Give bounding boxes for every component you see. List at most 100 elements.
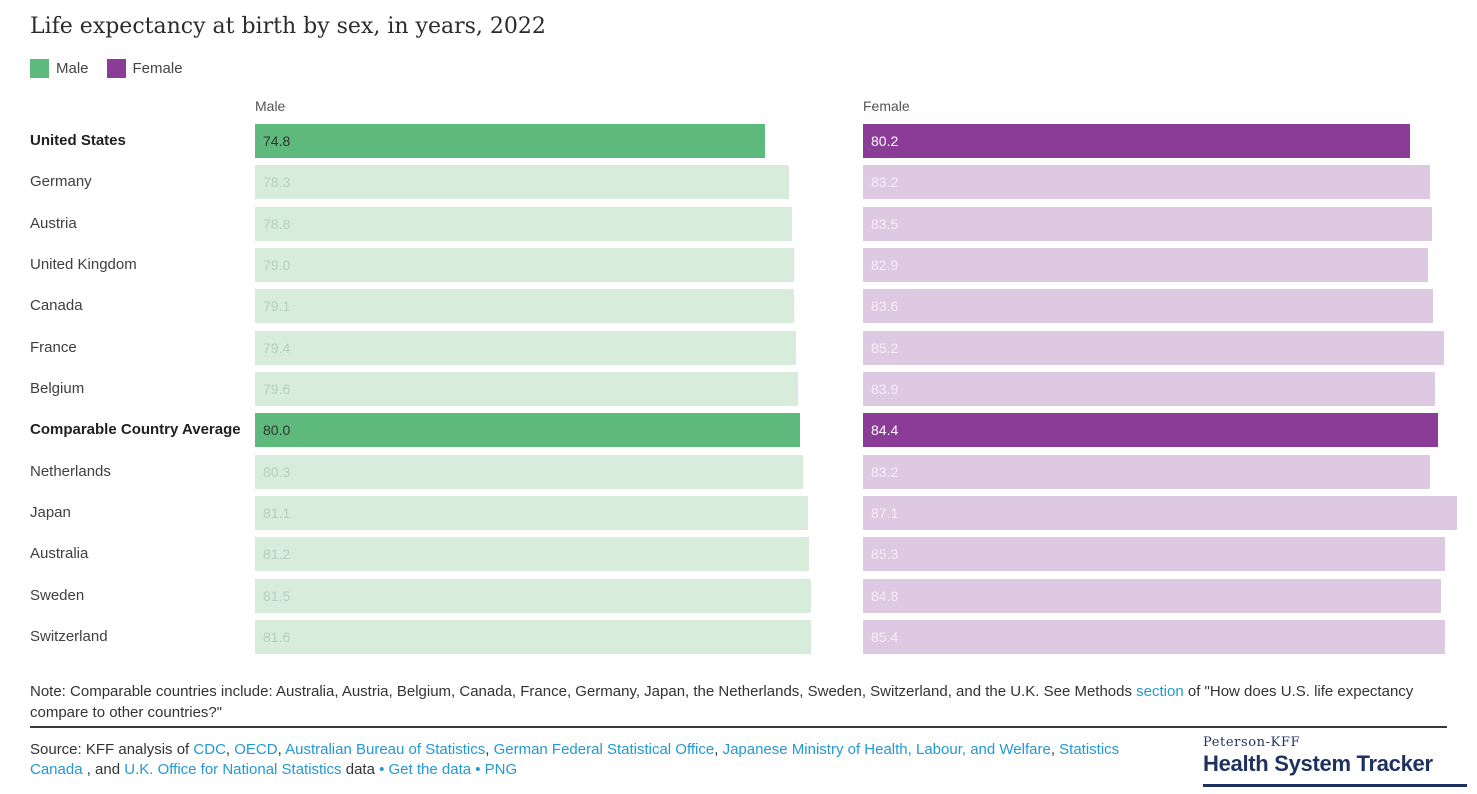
chart-row: Austria 78.8 83.5 [0, 207, 1477, 241]
female-bar[interactable]: 85.3 [863, 537, 1445, 571]
health-system-tracker-logo[interactable]: Peterson-KFF Health System Tracker [1203, 735, 1467, 787]
chart-row: Netherlands 80.3 83.2 [0, 455, 1477, 489]
country-label: Comparable Country Average [30, 421, 241, 438]
male-bar-value: 80.0 [263, 422, 291, 438]
source-text: • [379, 761, 389, 778]
female-bar-value: 83.2 [871, 174, 899, 190]
male-bar-value: 74.8 [263, 133, 291, 149]
source-link[interactable]: U.K. Office for National Statistics [124, 761, 342, 778]
female-bar-value: 83.2 [871, 464, 899, 480]
male-bar-value: 81.5 [263, 588, 291, 604]
chart-row: United Kingdom 79.0 82.9 [0, 248, 1477, 282]
source-text: , [714, 741, 723, 758]
female-column-header: Female [863, 98, 910, 114]
legend-male-label: Male [56, 60, 89, 77]
legend-item-female[interactable]: Female [106, 59, 183, 78]
female-bar[interactable]: 85.4 [863, 620, 1445, 654]
female-bar[interactable]: 84.8 [863, 579, 1441, 613]
source-text: , [225, 741, 235, 758]
source-link[interactable]: Statistics Canada [30, 741, 1120, 778]
legend-female-label: Female [132, 60, 183, 77]
male-bar[interactable]: 74.8 [255, 124, 765, 158]
male-bar[interactable]: 80.0 [255, 413, 800, 447]
country-label: France [30, 339, 77, 356]
male-bar[interactable]: 81.2 [255, 537, 809, 571]
source-link[interactable]: Australian Bureau of Statistics [285, 741, 486, 758]
male-bar[interactable]: 81.1 [255, 496, 808, 530]
chart-row: France 79.4 85.2 [0, 331, 1477, 365]
female-bar[interactable]: 83.2 [863, 455, 1430, 489]
female-bar[interactable]: 83.9 [863, 372, 1435, 406]
logo-peterson-kff: Peterson-KFF [1203, 735, 1301, 750]
source-text: , [277, 741, 286, 758]
male-bar-value: 78.3 [263, 174, 291, 190]
chart-row: Australia 81.2 85.3 [0, 537, 1477, 571]
source-link[interactable]: OECD [234, 741, 278, 758]
chart-row: Belgium 79.6 83.9 [0, 372, 1477, 406]
female-bar-value: 82.9 [871, 257, 899, 273]
source-text: data [341, 761, 380, 778]
country-label: Austria [30, 215, 77, 232]
country-label: Australia [30, 545, 89, 562]
female-bar-value: 87.1 [871, 505, 899, 521]
female-bar[interactable]: 82.9 [863, 248, 1428, 282]
male-bar[interactable]: 78.3 [255, 165, 789, 199]
country-label: Sweden [30, 587, 85, 604]
chart-title: Life expectancy at birth by sex, in year… [30, 14, 546, 39]
female-bar-value: 83.5 [871, 216, 899, 232]
male-bar-value: 79.1 [263, 298, 291, 314]
chart-row: Japan 81.1 87.1 [0, 496, 1477, 530]
legend-item-male[interactable]: Male [30, 59, 89, 78]
source-link[interactable]: CDC [193, 741, 226, 758]
male-bar[interactable]: 79.4 [255, 331, 796, 365]
country-label: Canada [30, 297, 83, 314]
female-bar-value: 83.9 [871, 381, 899, 397]
female-bar[interactable]: 85.2 [863, 331, 1444, 365]
female-bar-value: 83.6 [871, 298, 899, 314]
female-bar-value: 80.2 [871, 133, 899, 149]
female-bar[interactable]: 83.2 [863, 165, 1430, 199]
country-label: Belgium [30, 380, 85, 397]
source-link[interactable]: PNG [484, 761, 518, 778]
source-link[interactable]: Get the data [388, 761, 472, 778]
country-label: Germany [30, 173, 92, 190]
male-bar[interactable]: 79.6 [255, 372, 798, 406]
male-bar[interactable]: 78.8 [255, 207, 792, 241]
male-bar[interactable]: 80.3 [255, 455, 803, 489]
source-text: • [475, 761, 485, 778]
male-bar[interactable]: 79.0 [255, 248, 794, 282]
male-bar[interactable]: 79.1 [255, 289, 794, 323]
male-bar[interactable]: 81.5 [255, 579, 811, 613]
female-bar-value: 84.4 [871, 422, 899, 438]
female-bar[interactable]: 84.4 [863, 413, 1438, 447]
male-column-header: Male [255, 98, 286, 114]
source-text: , [485, 741, 494, 758]
country-label: Netherlands [30, 463, 111, 480]
source-text: , and [82, 761, 125, 778]
note-suffix: of "How does U.S. life expectancy compar… [30, 683, 1414, 721]
male-bar-value: 79.6 [263, 381, 291, 397]
female-bar[interactable]: 83.6 [863, 289, 1433, 323]
chart-row: Canada 79.1 83.6 [0, 289, 1477, 323]
logo-health-system-tracker: Health System Tracker [1203, 751, 1433, 776]
male-bar[interactable]: 81.6 [255, 620, 811, 654]
female-bar[interactable]: 87.1 [863, 496, 1457, 530]
source-line: Source: KFF analysis of CDC, OECD, Austr… [30, 740, 1175, 780]
methods-section-link[interactable]: section [1136, 683, 1184, 700]
source-link[interactable]: German Federal Statistical Office [493, 741, 715, 758]
legend: Male Female [30, 59, 183, 78]
female-bar[interactable]: 80.2 [863, 124, 1410, 158]
male-swatch-icon [30, 59, 49, 78]
female-bar[interactable]: 83.5 [863, 207, 1432, 241]
chart-row: Comparable Country Average 80.0 84.4 [0, 413, 1477, 447]
male-bar-value: 81.6 [263, 629, 291, 645]
male-bar-value: 81.1 [263, 505, 291, 521]
male-bar-value: 78.8 [263, 216, 291, 232]
country-label: Switzerland [30, 628, 108, 645]
source-link[interactable]: Japanese Ministry of Health, Labour, and… [722, 741, 1051, 758]
female-bar-value: 85.2 [871, 340, 899, 356]
note-prefix: Note: Comparable countries include: Aust… [30, 683, 1137, 700]
female-bar-value: 84.8 [871, 588, 899, 604]
female-bar-value: 85.4 [871, 629, 899, 645]
